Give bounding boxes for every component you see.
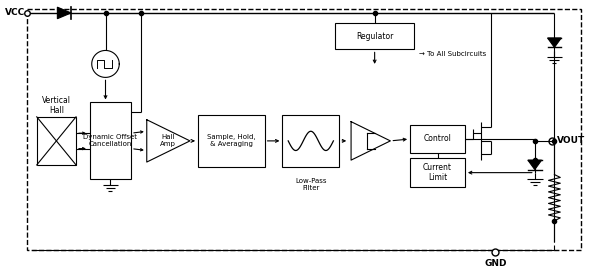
Text: Hall
Amp: Hall Amp: [160, 134, 176, 147]
Text: Current
Limit: Current Limit: [423, 163, 452, 182]
Text: VOUT: VOUT: [557, 136, 586, 145]
Polygon shape: [548, 38, 561, 47]
Bar: [37, 117, 76, 165]
Text: Low-Pass
Filter: Low-Pass Filter: [295, 178, 326, 191]
Bar: [198, 115, 265, 167]
Text: → To All Subcircuits: → To All Subcircuits: [419, 51, 486, 57]
Text: Control: Control: [424, 134, 451, 143]
Text: Regulator: Regulator: [356, 32, 394, 40]
Polygon shape: [58, 7, 71, 19]
Text: GND: GND: [484, 259, 507, 268]
Text: Vertical
Hall: Vertical Hall: [42, 96, 71, 115]
Bar: [90, 102, 131, 179]
Text: VCC: VCC: [5, 8, 25, 18]
Bar: [283, 115, 339, 167]
Bar: [410, 158, 465, 187]
Bar: [410, 124, 465, 153]
Text: Dynamic Offset
Cancellation: Dynamic Offset Cancellation: [83, 134, 137, 147]
Bar: [335, 23, 414, 49]
Polygon shape: [528, 160, 542, 170]
Text: Sample, Hold,
& Averaging: Sample, Hold, & Averaging: [207, 134, 256, 147]
